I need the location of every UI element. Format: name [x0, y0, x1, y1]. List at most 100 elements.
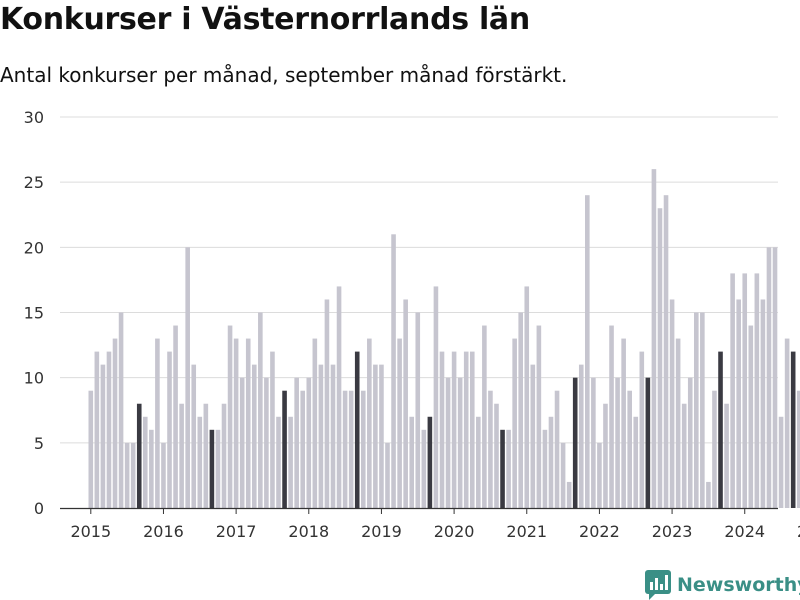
y-tick-label: 15 — [24, 304, 44, 323]
bar — [772, 247, 778, 508]
bar — [288, 416, 293, 508]
bar — [88, 390, 94, 508]
bar — [360, 390, 366, 508]
chart-subtitle: Antal konkurser per månad, september mån… — [0, 63, 568, 87]
y-tick-label: 5 — [34, 434, 44, 453]
bar — [457, 377, 463, 508]
bar — [124, 442, 130, 508]
chart-title: Konkurser i Västernorrlands län — [0, 2, 530, 37]
bar — [566, 481, 572, 508]
bar — [415, 312, 421, 508]
bar — [94, 351, 100, 508]
brand-name: Newsworthy — [677, 574, 800, 596]
bar — [482, 325, 487, 508]
bar — [675, 338, 681, 508]
y-tick-label: 20 — [24, 238, 44, 257]
bar-september — [427, 416, 433, 508]
bar — [597, 442, 602, 508]
bar — [524, 286, 530, 508]
bar — [760, 299, 766, 508]
bar — [118, 312, 124, 508]
bar — [306, 377, 312, 508]
bar — [615, 377, 620, 508]
bar — [621, 338, 626, 508]
bar — [367, 338, 372, 508]
bar-september — [790, 351, 796, 508]
bar — [657, 208, 663, 509]
bar — [724, 403, 729, 508]
bar — [627, 390, 632, 508]
bar — [669, 299, 675, 508]
bar — [342, 390, 348, 508]
bar — [258, 312, 263, 508]
bar — [294, 377, 299, 508]
bar-september — [136, 403, 142, 508]
bar — [100, 364, 106, 508]
bar — [506, 429, 511, 508]
bar — [409, 416, 415, 508]
bar — [197, 416, 203, 508]
bar — [167, 351, 172, 508]
bar — [639, 351, 645, 508]
axes: 0510152025301620152016201720182019202020… — [24, 108, 800, 541]
bar — [421, 429, 427, 508]
bar — [403, 299, 408, 508]
bar — [609, 325, 614, 508]
bar — [245, 338, 251, 508]
bar — [348, 390, 354, 508]
bar — [494, 403, 499, 508]
bar — [591, 377, 596, 508]
x-tick-label: 2017 — [216, 522, 257, 541]
bar — [203, 403, 209, 508]
bar — [239, 377, 245, 508]
brand[interactable]: Newsworthy — [645, 570, 800, 600]
bar-september — [282, 390, 287, 508]
bar-september — [209, 429, 215, 508]
x-tick-label: 2019 — [361, 522, 402, 541]
bar — [227, 325, 233, 508]
bar — [379, 364, 384, 508]
x-tick-label: 2022 — [579, 522, 620, 541]
bar — [796, 390, 800, 508]
bar-september — [354, 351, 360, 508]
bar — [185, 247, 190, 508]
bar — [191, 364, 197, 508]
bar — [476, 416, 481, 508]
bar — [554, 390, 560, 508]
x-tick-label: 2023 — [652, 522, 693, 541]
bar — [391, 234, 396, 509]
bar — [651, 169, 657, 508]
bar — [264, 377, 269, 508]
bar — [106, 351, 112, 508]
bar — [451, 351, 457, 508]
bar — [433, 286, 439, 508]
bar — [330, 364, 336, 508]
bar — [784, 338, 790, 508]
bar — [300, 390, 306, 508]
bar — [578, 364, 584, 508]
bar — [518, 312, 523, 508]
bar — [112, 338, 118, 508]
bar — [324, 299, 330, 508]
bar — [161, 442, 166, 508]
bar — [276, 416, 281, 508]
bar — [585, 195, 590, 508]
bar — [530, 364, 536, 508]
bar — [778, 416, 784, 508]
bar — [179, 403, 184, 508]
bar — [742, 273, 748, 508]
bar — [512, 338, 517, 508]
bar — [130, 442, 136, 508]
x-tick-label: 2024 — [724, 522, 765, 541]
bar — [312, 338, 318, 508]
bar — [233, 338, 239, 508]
bar — [469, 351, 475, 508]
bar — [215, 429, 221, 508]
bar-september — [500, 429, 505, 508]
bar — [748, 325, 754, 508]
y-tick-label: 25 — [24, 173, 44, 192]
bar — [536, 325, 542, 508]
bar — [736, 299, 741, 508]
bar — [700, 312, 705, 508]
x-tick-label: 2018 — [288, 522, 329, 541]
